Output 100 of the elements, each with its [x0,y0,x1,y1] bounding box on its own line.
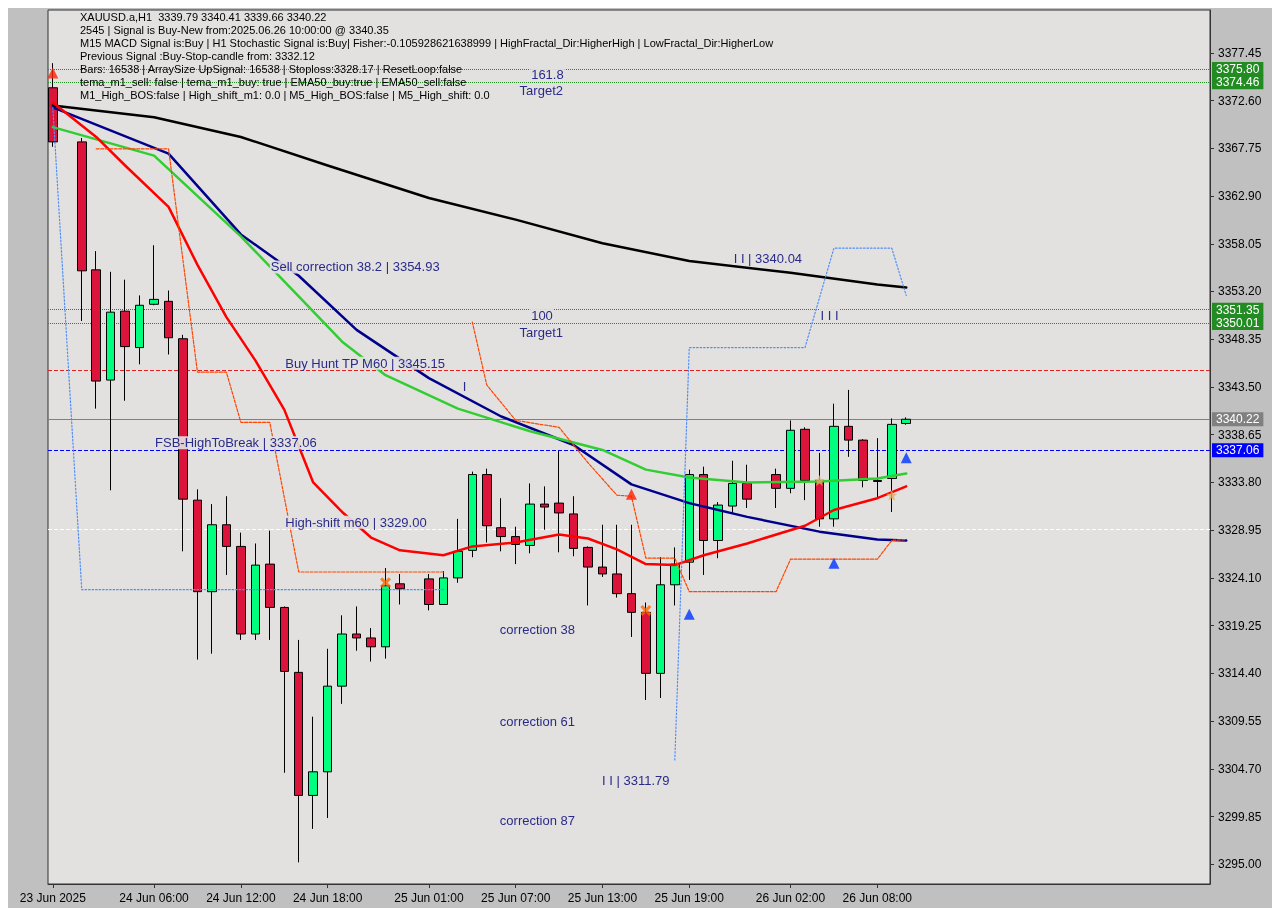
line-series [95,148,444,573]
x-tick-label: 24 Jun 06:00 [119,891,190,905]
candlestick [786,419,795,494]
candlestick [569,495,578,557]
y-tick-label: 3314.40 [1218,666,1262,681]
candlestick [294,639,303,863]
annotation: I I I [820,307,839,323]
candlestick [742,464,752,509]
y-tick-label: 3338.65 [1218,427,1262,442]
ref-line-label: 3350.01 [1216,315,1260,330]
candlestick [424,573,434,611]
annotation: M15 MACD Signal is:Buy | H1 Stochastic Signal is:Buy| Fisher:-0.105928621638999 | HighFractal_Dir:HigherHigh | LowFractal_Dir:HigherLow [80,36,774,49]
candlestick [366,627,376,663]
candlestick [496,497,506,552]
candlestick [251,542,260,641]
y-tick-label: 3367.75 [1218,141,1262,156]
candlestick [395,573,405,605]
candlestick [77,137,87,322]
annotation: FSB-HighToBreak | 3337.06 [155,435,317,451]
annotation: Previous Signal :Buy-Stop-candle from: 3332.12 [80,49,315,62]
annotation: M1_High_BOS:false | High_shift_m1: 0.0 | M5_High_BOS:false | M5_High_shift: 0.0 [80,88,490,101]
line-series [471,321,907,593]
candlestick [308,716,318,830]
annotation: tema_m1_sell: false | tema_m1_buy: true | EMA50_buy:true | EMA50_sell:false [80,75,467,88]
x-tick-label: 25 Jun 01:00 [394,891,464,905]
x-tick-label: 25 Jun 07:00 [480,891,551,905]
candlestick [280,605,289,774]
candlestick [453,518,463,584]
y-tick-label: 3358.05 [1218,236,1262,251]
y-tick-label: 3372.60 [1218,93,1262,108]
candlestick [887,417,897,513]
annotation: Bars: 16538 | ArraySize UpSignal: 16538 | Stoploss:3328.17 | ResetLoop:false [80,62,463,75]
annotation: correction 38 [499,621,576,637]
ref-line-label: 3340.22 [1216,412,1260,427]
chart-title: XAUUSD.a,H1 3339.79 3340.41 3339.66 3340.22 [80,10,327,23]
y-tick-label: 3309.55 [1218,714,1262,729]
candlestick [728,460,737,515]
y-tick-label: 3348.35 [1218,332,1262,347]
candlestick [236,532,246,641]
y-tick-label: 3299.85 [1218,809,1262,824]
candlestick [641,602,651,701]
point [813,474,825,486]
candlestick [468,471,477,558]
candlestick [699,466,708,576]
ref-line-label: 3351.35 [1216,302,1260,317]
annotation: 161.8 [531,67,564,83]
line-series [674,247,907,761]
y-tick-label: 3324.10 [1218,570,1262,585]
candlestick [800,426,810,501]
candlestick [713,501,723,559]
candlestick [873,437,882,498]
annotation: Buy Hunt TP M60 | 3345.15 [285,355,445,371]
y-tick-label: 3304.70 [1218,761,1262,776]
x-tick-label: 26 Jun 08:00 [842,891,913,905]
candlestick [265,530,275,641]
candlestick [91,250,101,410]
candlestick [222,495,231,576]
candlestick [106,271,115,491]
candlestick [670,546,680,606]
candlestick [627,524,636,638]
candlestick [656,556,665,699]
x-tick-label: 25 Jun 13:00 [567,891,638,905]
candlestick [583,545,593,606]
y-tick-label: 3328.95 [1218,523,1262,538]
candlestick [164,290,173,355]
candlestick [612,524,622,599]
point [886,489,898,501]
annotation: 2545 | Signal is Buy-New from:2025.06.26 10:00:00 @ 3340.35 [80,23,389,36]
point [380,577,392,589]
candlestick [149,244,159,306]
y-tick-label: 3343.50 [1218,379,1262,394]
annotation: I [462,378,467,394]
y-tick-label: 3319.25 [1218,618,1262,633]
candlestick [525,482,535,554]
candlestick [829,403,839,528]
annotation: High-shift m60 | 3329.00 [285,514,427,530]
y-tick-label: 3353.20 [1218,284,1262,299]
y-tick-label: 3295.00 [1218,857,1262,872]
annotation: correction 61 [499,713,576,729]
annotation: correction 87 [499,813,576,829]
point [625,488,637,500]
candlestick [352,605,361,652]
candlestick [337,614,347,705]
annotation: 100 [531,307,553,323]
point [828,557,840,569]
x-tick-label: 24 Jun 18:00 [292,891,363,905]
candlestick [554,450,564,553]
y-tick-label: 3362.90 [1218,189,1262,204]
point [900,452,912,464]
point [47,67,59,79]
candlestick [685,469,694,581]
candlestick [482,468,492,543]
candlestick [598,524,607,578]
annotation: I I | 3311.79 [602,772,670,788]
x-tick-label: 24 Jun 12:00 [206,891,276,905]
ref-line-label: 3374.46 [1216,75,1260,90]
x-tick-label: 25 Jun 19:00 [654,891,725,905]
candlestick [323,648,332,819]
candlestick [120,279,130,402]
point [640,604,652,616]
